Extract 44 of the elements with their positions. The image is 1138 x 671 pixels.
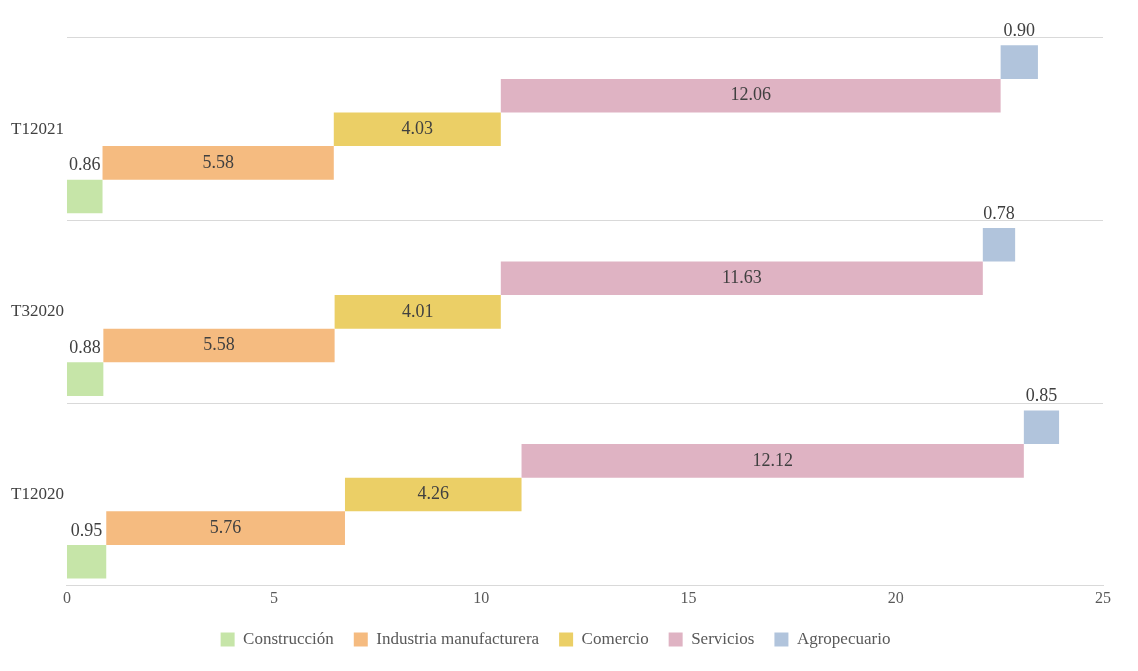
data-label: 5.58 (202, 151, 234, 172)
data-label: 0.95 (70, 519, 103, 540)
x-tick-label: 20 (887, 588, 904, 606)
data-label: 5.58 (203, 334, 235, 355)
bar (103, 328, 335, 363)
data-label: 0.90 (1003, 20, 1036, 41)
bar (333, 112, 501, 147)
legend-label: Agropecuario (796, 628, 891, 648)
bar (1000, 45, 1038, 79)
bar (66, 544, 107, 579)
data-label: 11.63 (721, 267, 762, 288)
x-tick-label: 5 (270, 588, 279, 606)
y-tick-label: T32020 (10, 301, 64, 321)
bar (102, 146, 334, 180)
y-tick-label: T12020 (10, 483, 64, 503)
legend-label: Industria manufacturera (376, 628, 540, 648)
bar (500, 78, 1001, 113)
bar (106, 511, 345, 545)
x-tick-label: 10 (473, 588, 490, 606)
legend-label: Servicios (691, 628, 755, 648)
x-tick-label: 0 (62, 588, 71, 606)
bar (344, 477, 522, 512)
x-tick-label: 25 (1095, 588, 1111, 606)
data-label: 12.12 (752, 449, 793, 470)
data-label: 0.78 (983, 202, 1015, 223)
data-label: 12.06 (730, 84, 771, 105)
data-label: 0.88 (69, 337, 101, 358)
bar (334, 295, 501, 329)
data-label: 0.85 (1025, 385, 1058, 406)
data-label: 0.86 (68, 154, 101, 175)
legend-label: Comercio (581, 628, 649, 648)
bar (982, 227, 1016, 262)
y-tick-label: T12021 (10, 118, 64, 138)
bar (66, 179, 103, 214)
bar (66, 362, 104, 396)
data-label: 4.03 (401, 118, 434, 139)
bar (1023, 410, 1060, 445)
legend-label: Construcción (243, 628, 335, 648)
data-label: 4.01 (401, 300, 434, 321)
data-label: 5.76 (209, 516, 242, 537)
bar (521, 444, 1024, 478)
data-label: 4.26 (417, 483, 449, 504)
x-tick-label: 15 (680, 588, 697, 606)
bar (500, 261, 983, 296)
